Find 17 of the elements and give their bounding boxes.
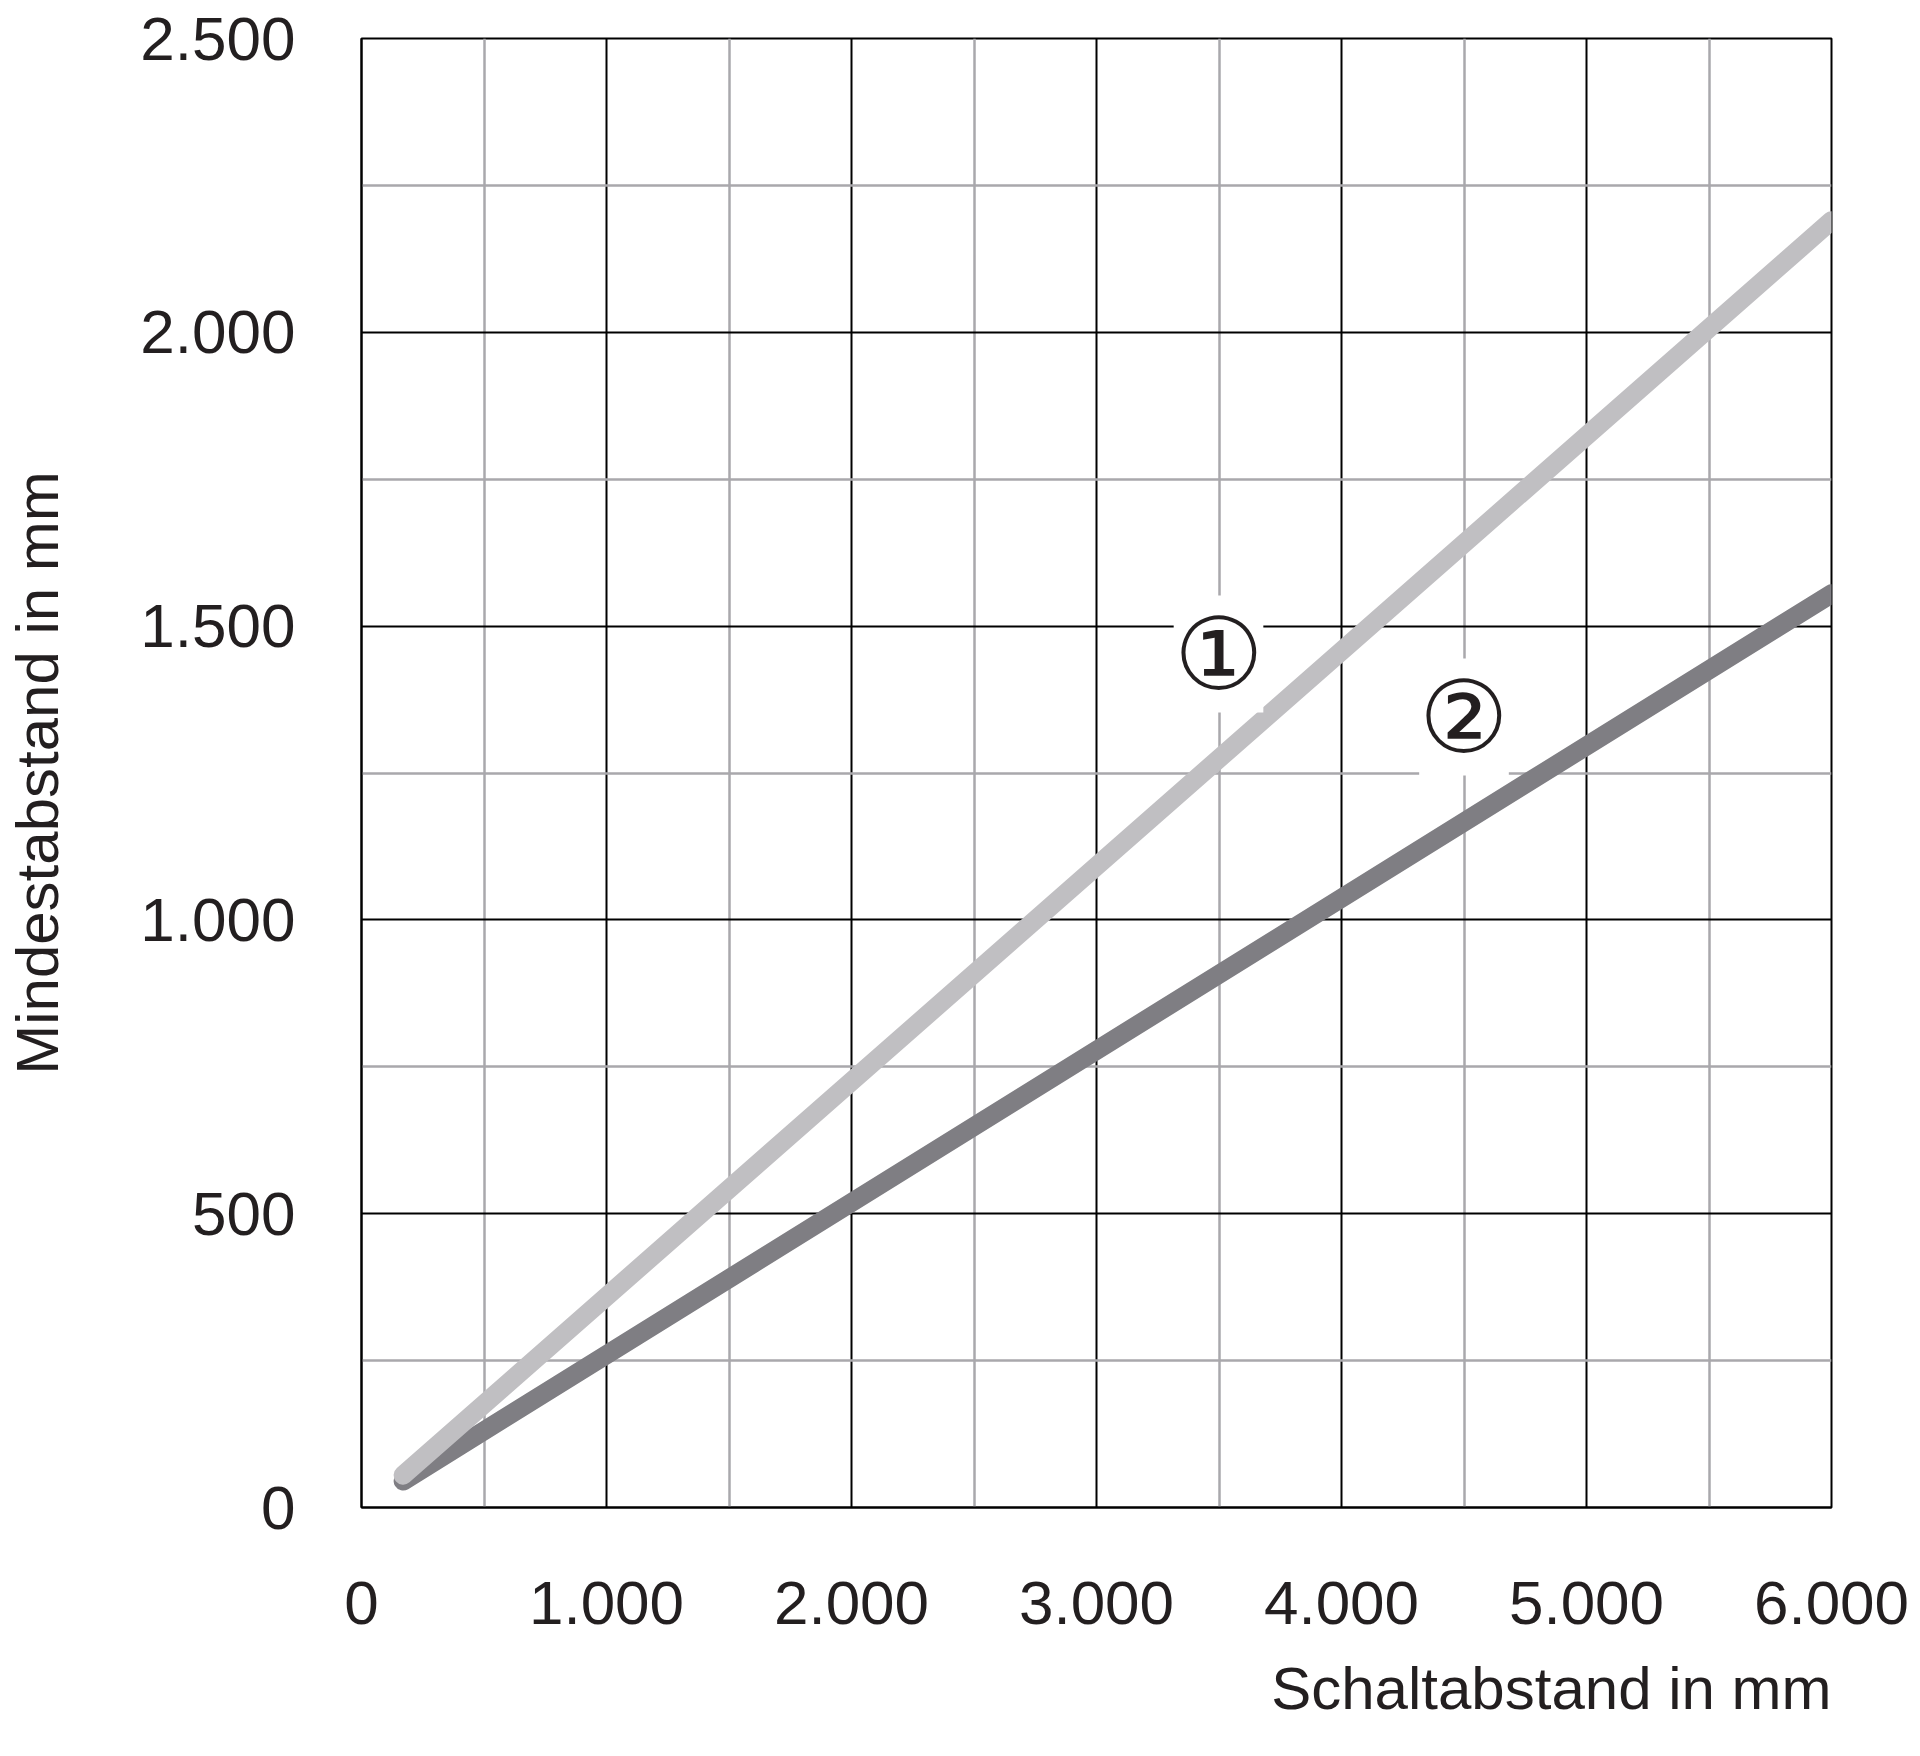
x-tick-label: 5.000 — [1508, 1567, 1665, 1637]
y-tick-label: 1.000 — [140, 884, 296, 954]
x-tick-label: 1.000 — [528, 1567, 685, 1637]
y-tick-label: 0 — [261, 1472, 296, 1542]
x-tick-label: 3.000 — [1018, 1567, 1175, 1637]
y-tick-label: 1.500 — [140, 591, 296, 661]
series-label: ② — [1419, 658, 1510, 776]
x-tick-label: 6.000 — [1753, 1567, 1910, 1637]
y-tick-label: 2.500 — [140, 3, 296, 73]
y-tick-label: 2.000 — [140, 297, 296, 367]
y-axis-title: Mindestabstand in mm — [4, 471, 72, 1075]
series-label: ① — [1173, 595, 1264, 713]
x-tick-label: 2.000 — [773, 1567, 930, 1637]
x-tick-label: 4.000 — [1263, 1567, 1420, 1637]
y-tick-label: 500 — [192, 1178, 296, 1248]
x-axis-title: Schaltabstand in mm — [1271, 1654, 1832, 1722]
x-tick-label: 0 — [344, 1567, 379, 1637]
